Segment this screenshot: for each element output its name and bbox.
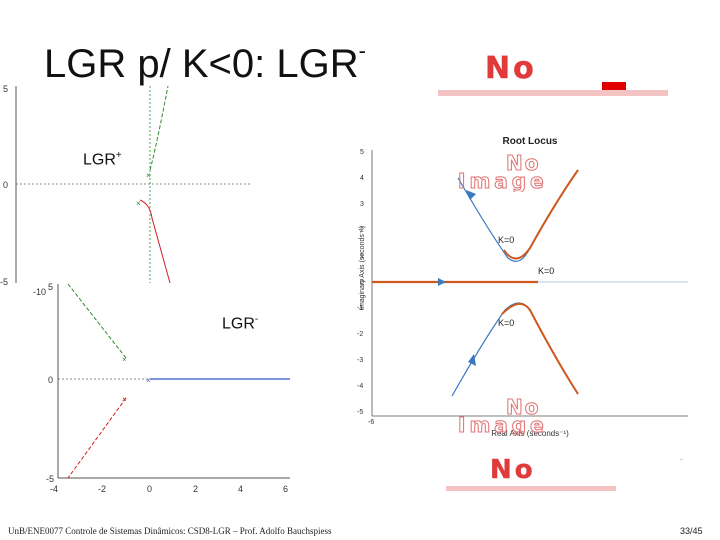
xtick-minus10: -10 [33,287,46,297]
y-axis-label: Imaginary Axis (seconds⁻¹) [359,226,366,310]
lower-arrow [468,354,476,366]
lower-locus-blue [451,302,579,397]
no-image-cut-bar [438,90,668,96]
pole-mark-upper: × [146,171,151,180]
lower-locus-orange [501,303,579,395]
x-axis-label: Real Axis (seconds⁻¹) [491,429,569,438]
no-image-text-no: No [490,455,536,485]
k0-label-lower: K=0 [498,318,514,328]
ytick-minus3: -3 [357,357,363,364]
pole-mark-lower: × [122,395,127,404]
upper-branch [67,283,127,359]
no-image-text-no: No [506,152,540,175]
xtick-2: 2 [193,484,198,494]
pole-mark-upper: × [122,355,127,364]
xtick-4: 4 [238,484,243,494]
no-image-placeholder-lower: No Image [458,396,548,436]
ytick-5: 5 [3,84,8,94]
xtick-minus2: -2 [98,484,106,494]
no-image-text-no: No [485,52,537,86]
label-lgr-plus: LGR+ [83,150,122,169]
ytick-minus5: -5 [0,277,8,287]
slide-title: LGR p/ K<0: LGR- [44,38,366,86]
label-lgr-minus: LGR- [222,314,259,333]
ytick-minus5: -5 [357,409,363,416]
xtick-6: 6 [283,484,288,494]
k0-label-upper: K=0 [498,235,514,245]
footer-text: UnB/ENE0077 Controle de Sistemas Dinâmic… [8,526,332,536]
upper-arrow [466,190,476,200]
ytick-5: 5 [360,149,364,156]
no-image-cut-bar [446,486,616,491]
ytick-5: 5 [48,282,53,292]
no-image-placeholder-bottom: No [446,455,616,491]
right-root-locus: Root Locus 5 4 3 2 1 0 -1 -2 -3 -4 -5 -6… [357,136,688,438]
no-image-placeholder-upper: No Image [458,152,548,192]
page-number: 33/45 [680,526,703,536]
ytick-minus2: -2 [357,331,363,338]
xtick-minus6: -6 [368,419,374,426]
stray-mark: - [680,455,683,464]
lower-branch [139,199,171,284]
upper-locus-orange [503,169,579,260]
ytick-minus1: -1 [357,305,363,312]
k0-label-real: K=0 [538,266,554,276]
no-image-placeholder-top: No [438,52,668,96]
ytick-0: 0 [48,375,53,385]
pole-mark-lower: × [136,199,141,208]
pole-mark-real: × [146,376,151,385]
no-image-red-block [602,82,626,92]
no-image-text-image: Image [458,413,548,436]
lower-branch [67,397,127,479]
no-image-text-no: No [506,396,540,419]
xtick-0: 0 [147,484,152,494]
no-image-text-image: Image [458,169,548,192]
top-left-plot: 5 0 -5 × × [0,84,250,287]
real-axis-arrow [438,278,446,286]
ytick-2: 2 [360,227,364,234]
upper-branch [149,85,169,171]
bottom-left-plot: -10 5 0 -5 -4 -2 0 2 4 6 × × × [33,282,290,494]
xtick-minus4: -4 [50,484,58,494]
ytick-0: 0 [360,279,364,286]
chart-title: Root Locus [503,136,558,147]
ytick-3: 3 [360,201,364,208]
ytick-minus5: -5 [46,474,54,484]
ytick-0: 0 [3,180,8,190]
ytick-4: 4 [360,175,364,182]
ytick-1: 1 [360,253,364,260]
ytick-minus4: -4 [357,383,363,390]
